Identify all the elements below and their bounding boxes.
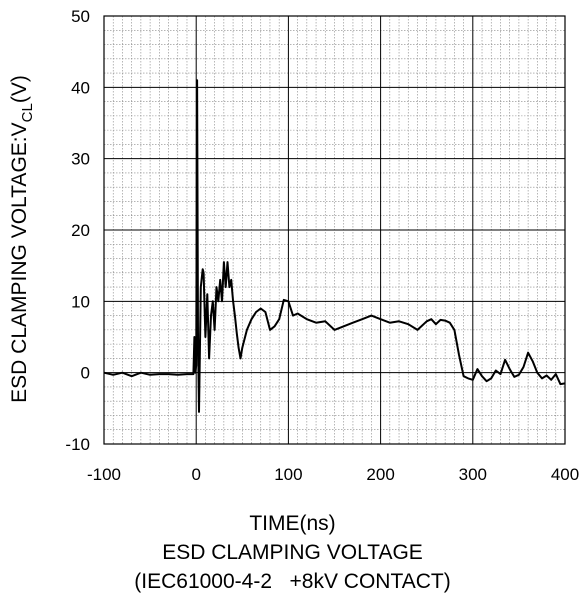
y-axis-label-unit: (V) (8, 75, 31, 103)
chart-subtitle: (IEC61000-4-2 +8kV CONTACT) (134, 570, 451, 593)
y-tick-labels: -10 0 10 20 30 40 50 (65, 7, 90, 454)
x-tick-label: 300 (459, 465, 487, 484)
y-axis-label: ESD CLAMPING VOLTAGE:VCL(V) (8, 75, 36, 403)
y-axis-label-main: ESD CLAMPING VOLTAGE:V (8, 122, 31, 402)
x-tick-label: 200 (366, 465, 394, 484)
x-tick-label: 100 (274, 465, 302, 484)
x-tick-label: 0 (191, 465, 200, 484)
plot-frame (103, 15, 566, 445)
chart-title: ESD CLAMPING VOLTAGE (162, 541, 423, 564)
series-line (103, 79, 566, 413)
y-tick-label: 0 (81, 364, 90, 383)
y-axis-label-subscript: CL (19, 103, 36, 122)
x-axis-label: TIME(ns) (249, 512, 336, 535)
y-tick-label: 20 (71, 221, 90, 240)
x-tick-label: -100 (87, 465, 121, 484)
y-tick-label: 10 (71, 292, 90, 311)
y-tick-label: 30 (71, 150, 90, 169)
x-tick-label: 400 (551, 465, 579, 484)
y-tick-label: 50 (71, 7, 90, 26)
x-tick-labels: -100 0 100 200 300 400 (87, 465, 579, 484)
y-tick-label: 40 (71, 78, 90, 97)
y-tick-label: -10 (65, 435, 90, 454)
